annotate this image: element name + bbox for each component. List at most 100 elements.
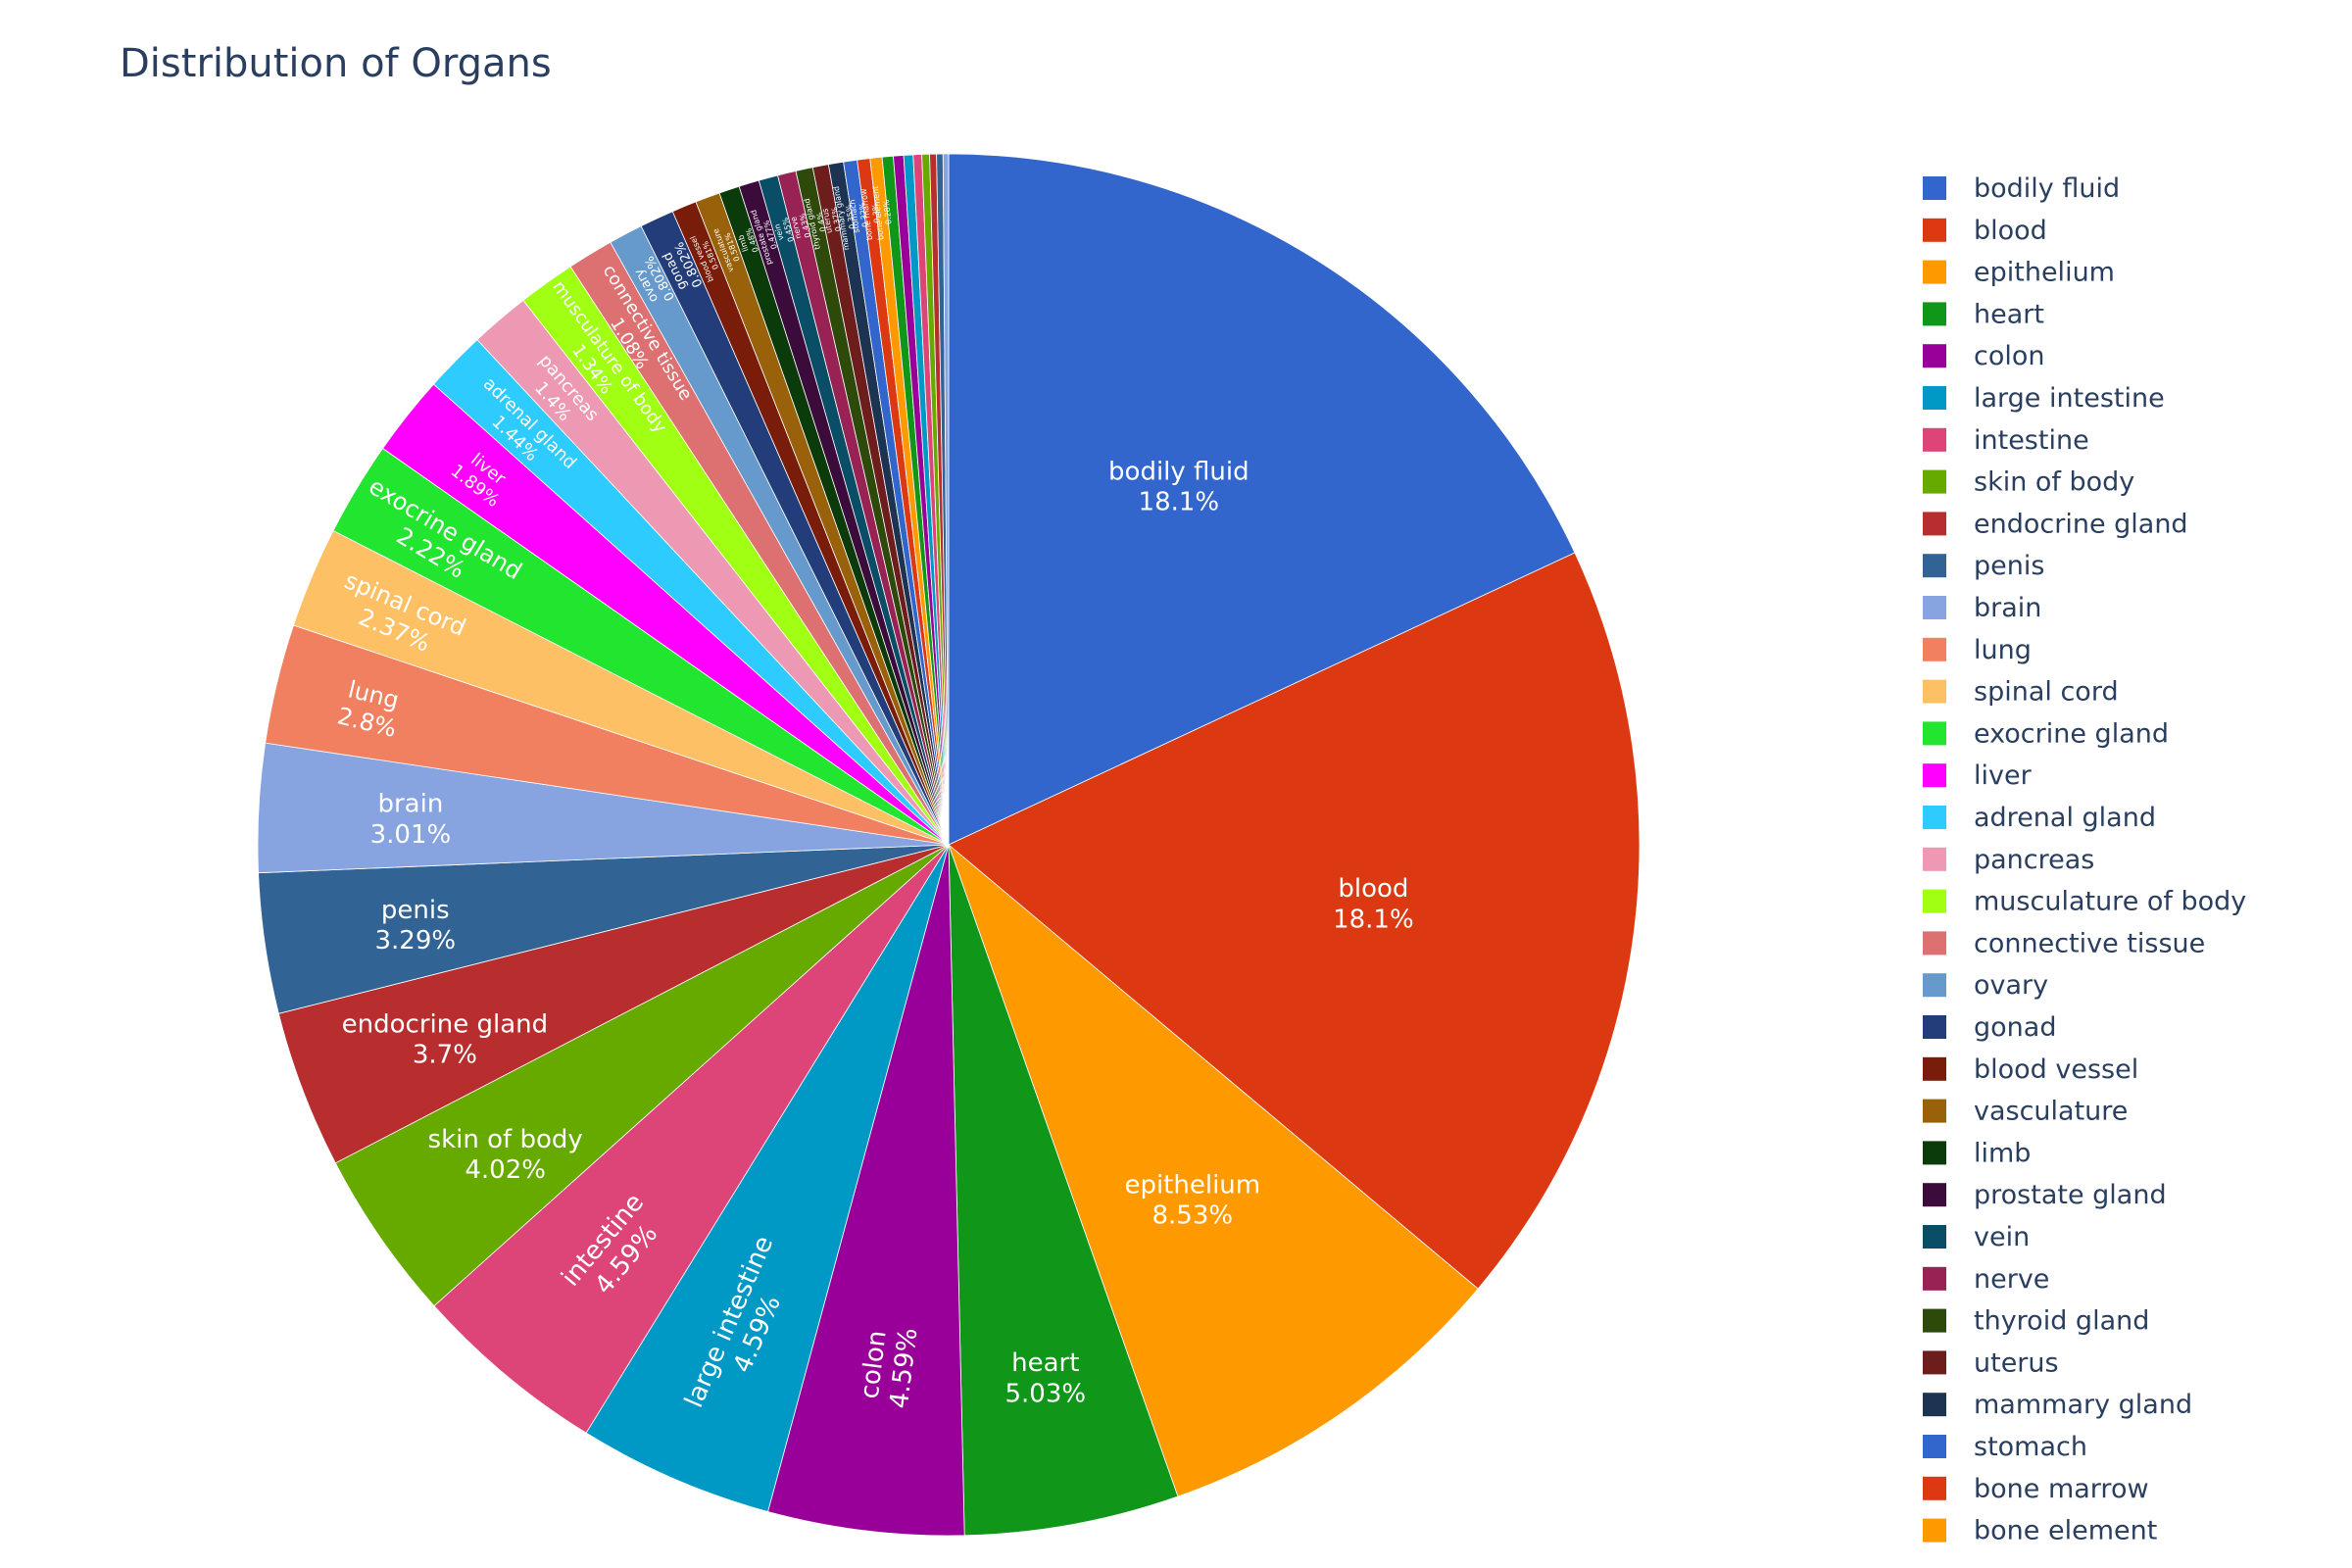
pie-slice-large-intestine — [585, 844, 950, 1512]
legend-label-skin-of-body[interactable]: skin of body — [1974, 467, 2134, 498]
legend-label-penis[interactable]: penis — [1974, 551, 2044, 581]
legend-label-epithelium[interactable]: epithelium — [1974, 258, 2115, 288]
legend-swatch-large-intestine[interactable] — [1923, 386, 1946, 410]
legend-swatch-bodily-fluid[interactable] — [1923, 176, 1946, 200]
legend-swatch-nerve[interactable] — [1923, 1266, 1946, 1291]
legend-label-large-intestine[interactable]: large intestine — [1974, 383, 2165, 414]
legend-label-brain[interactable]: brain — [1974, 593, 2041, 623]
legend-swatch-limb[interactable] — [1923, 1141, 1946, 1165]
slice-percent-bone-marrow: 0.3% — [870, 203, 881, 224]
pie-slice-blood — [948, 552, 1641, 1290]
legend-label-stomach[interactable]: stomach — [1974, 1432, 2087, 1462]
legend-label-bone-element[interactable]: bone element — [1974, 1516, 2157, 1546]
legend-label-liver[interactable]: liver — [1974, 760, 2033, 791]
slice-percent-skin-of-body: 4.02% — [465, 1155, 546, 1185]
legend-label-spinal-cord[interactable]: spinal cord — [1974, 677, 2119, 708]
legend-label-exocrine-gland[interactable]: exocrine gland — [1974, 718, 2169, 749]
legend-swatch-mammary-gland[interactable] — [1923, 1393, 1946, 1417]
slice-label-vein: vein — [773, 223, 786, 242]
pie-slice-heart — [948, 844, 1179, 1537]
legend-swatch-skin-of-body[interactable] — [1923, 469, 1946, 494]
pie-slice-skin-of-body — [334, 844, 950, 1307]
legend-swatch-blood[interactable] — [1923, 218, 1946, 242]
legend-swatch-gonad[interactable] — [1923, 1015, 1946, 1039]
legend-swatch-ovary[interactable] — [1923, 973, 1946, 998]
slice-percent-stomach: 0.32% — [858, 202, 870, 228]
slice-percent-bone-element: 0.28% — [882, 199, 894, 225]
legend-swatch-blood-vessel[interactable] — [1923, 1056, 1946, 1081]
legend-swatch-epithelium[interactable] — [1923, 260, 1946, 284]
legend-swatch-pancreas[interactable] — [1923, 847, 1946, 871]
legend-label-colon[interactable]: colon — [1974, 341, 2045, 371]
pie-slice-bodily-fluid — [948, 153, 1576, 846]
legend-swatch-prostate-gland[interactable] — [1923, 1183, 1946, 1207]
legend-swatch-vein[interactable] — [1923, 1225, 1946, 1249]
legend-label-bone-marrow[interactable]: bone marrow — [1974, 1474, 2149, 1504]
legend-label-endocrine-gland[interactable]: endocrine gland — [1974, 509, 2188, 539]
legend-swatch-spinal-cord[interactable] — [1923, 679, 1946, 704]
slice-percent-epithelium: 8.53% — [1152, 1201, 1233, 1231]
slice-label-epithelium: epithelium — [1124, 1170, 1260, 1200]
legend-label-heart[interactable]: heart — [1974, 299, 2044, 329]
legend-swatch-stomach[interactable] — [1923, 1435, 1946, 1458]
slice-label-penis: penis — [381, 896, 450, 925]
pie-slice-colon — [767, 844, 965, 1537]
legend-label-nerve[interactable]: nerve — [1974, 1264, 2049, 1295]
slice-label-endocrine-gland: endocrine gland — [342, 1009, 548, 1039]
legend-swatch-vasculature[interactable] — [1923, 1099, 1946, 1123]
legend-label-thyroid-gland[interactable]: thyroid gland — [1974, 1306, 2149, 1337]
legend-label-prostate-gland[interactable]: prostate gland — [1974, 1180, 2167, 1210]
pie-slice-epithelium — [948, 843, 1479, 1497]
legend-swatch-liver[interactable] — [1923, 763, 1946, 788]
legend-label-vasculature[interactable]: vasculature — [1974, 1097, 2128, 1127]
legend-label-adrenal-gland[interactable]: adrenal gland — [1974, 803, 2156, 833]
legend-label-uterus[interactable]: uterus — [1974, 1348, 2059, 1378]
legend: bodily fluid blood epithelium heart colon lar… — [1923, 173, 2246, 1546]
legend-swatch-brain[interactable] — [1923, 596, 1946, 619]
slice-percent-penis: 3.29% — [374, 926, 456, 956]
legend-swatch-bone-marrow[interactable] — [1923, 1476, 1946, 1500]
legend-swatch-exocrine-gland[interactable] — [1923, 721, 1946, 746]
legend-swatch-connective-tissue[interactable] — [1923, 931, 1946, 956]
legend-label-vein[interactable]: vein — [1974, 1222, 2030, 1252]
legend-swatch-heart[interactable] — [1923, 302, 1946, 326]
legend-label-pancreas[interactable]: pancreas — [1974, 845, 2094, 875]
legend-swatch-intestine[interactable] — [1923, 427, 1946, 452]
legend-label-ovary[interactable]: ovary — [1974, 970, 2048, 1001]
slice-percent-blood: 18.1% — [1333, 905, 1414, 934]
legend-label-intestine[interactable]: intestine — [1974, 425, 2089, 456]
legend-swatch-uterus[interactable] — [1923, 1350, 1946, 1375]
legend-swatch-penis[interactable] — [1923, 554, 1946, 578]
legend-swatch-bone-element[interactable] — [1923, 1518, 1946, 1543]
legend-label-bodily-fluid[interactable]: bodily fluid — [1974, 173, 2120, 204]
legend-swatch-colon[interactable] — [1923, 344, 1946, 368]
legend-label-connective-tissue[interactable]: connective tissue — [1974, 928, 2205, 958]
legend-label-lung[interactable]: lung — [1974, 635, 2032, 665]
slice-percent-bodily-fluid: 18.1% — [1139, 488, 1220, 517]
pie-slice-unlabeled-40 — [942, 153, 950, 846]
legend-label-gonad[interactable]: gonad — [1974, 1012, 2056, 1043]
legend-swatch-lung[interactable] — [1923, 637, 1946, 662]
legend-label-blood[interactable]: blood — [1974, 216, 2047, 246]
chart-title: Distribution of Organs — [120, 41, 552, 86]
slice-label-skin-of-body: skin of body — [428, 1125, 583, 1154]
pie-slice-intestine — [433, 844, 950, 1434]
slice-label-heart: heart — [1011, 1348, 1079, 1378]
legend-swatch-endocrine-gland[interactable] — [1923, 512, 1946, 536]
legend-label-blood-vessel[interactable]: blood vessel — [1974, 1054, 2138, 1085]
legend-swatch-thyroid-gland[interactable] — [1923, 1308, 1946, 1333]
legend-label-musculature-of-body[interactable]: musculature of body — [1974, 887, 2246, 917]
slice-percent-mammary-gland: 0.35% — [844, 203, 857, 229]
legend-swatch-adrenal-gland[interactable] — [1923, 806, 1946, 829]
legend-swatch-musculature-of-body[interactable] — [1923, 889, 1946, 913]
legend-label-limb[interactable]: limb — [1974, 1138, 2031, 1168]
legend-label-mammary-gland[interactable]: mammary gland — [1974, 1390, 2192, 1420]
